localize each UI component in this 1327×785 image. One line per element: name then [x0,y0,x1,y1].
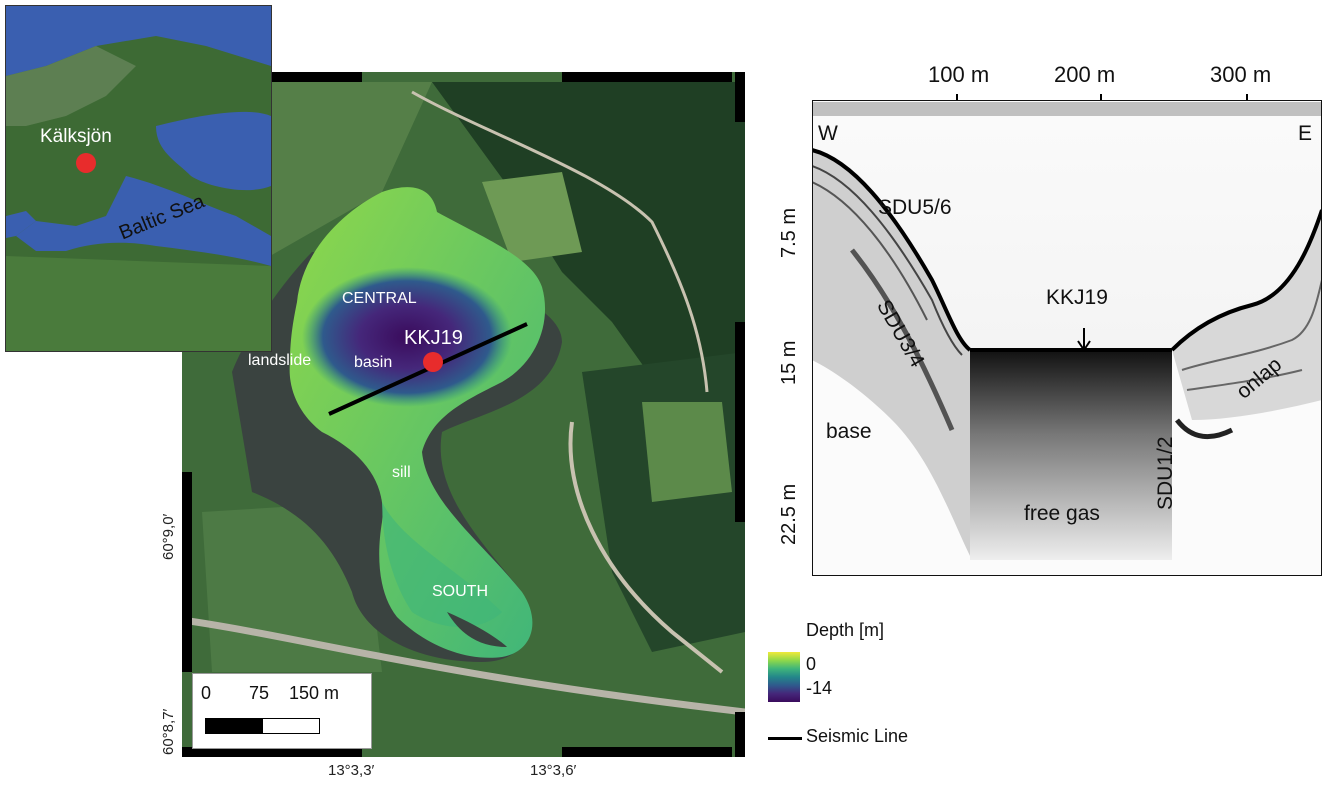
seismic-top-tick-200: 200 m [1054,62,1116,87]
map-panel: CENTRAL basin landslide KKJ19 sill SOUTH… [182,72,745,757]
seismic-east-label: E [1298,122,1313,145]
label-core: KKJ19 [404,327,463,349]
scale-tick-0: 0 [201,683,212,703]
seismic-label-core: KKJ19 [1046,286,1108,309]
legend-max: 0 [806,654,817,674]
scale-tick-150: 150 m [289,683,340,703]
seismic-label-sdu56: SDU5/6 [878,196,952,219]
label-landslide: landslide [248,352,312,369]
seismic-panel: W E SDU5/6 SDU3/4 KKJ19 onlap base SDU1/… [811,100,1324,576]
frame-right-tick-3 [735,712,745,757]
seismic-west-label: W [818,122,838,145]
frame-right-tick-2 [735,322,745,522]
legend-min: -14 [806,678,833,698]
legend-line-label: Seismic Line [806,726,909,746]
seismic-top-tick-300: 300 m [1210,62,1272,87]
label-central: CENTRAL [342,290,417,307]
seismic-label-sdu12: SDU1/2 [1154,436,1177,510]
frame-bottom-tick-2 [562,747,732,757]
seismic-left-tick-15: 15 m [778,340,800,385]
label-south: SOUTH [432,583,488,600]
frame-left-tick-2 [182,472,192,672]
legend-line-swatch [768,737,802,740]
inset-location-label: Kälksjön [40,126,112,147]
seismic-top-tickmark-3 [1246,94,1248,100]
frame-top-tick-1 [182,72,362,82]
scale-bar-white [262,718,320,734]
frame-right-tick-1 [735,72,745,122]
core-marker-icon [423,352,443,372]
frame-bottom-tick-1 [182,747,362,757]
scale-bar: 0 75 150 m [192,673,372,749]
label-basin: basin [354,354,393,371]
inset-map: Kälksjön Baltic Sea [5,5,272,352]
scale-tick-75: 75 [249,683,270,703]
lat-label-1: 60°9,0′ [160,513,177,560]
seismic-top-tickmark-2 [1100,94,1102,100]
lon-label-1: 13°3,3′ [328,762,375,779]
seismic-top-tickmark-1 [956,94,958,100]
label-sill: sill [392,464,411,481]
seismic-left-tick-22-5: 22.5 m [778,483,800,545]
depth-legend: Depth [m] 0 -14 Seismic Line [766,620,966,750]
seismic-top-tick-100: 100 m [928,62,990,87]
seismic-profile [811,100,1324,576]
legend-colorbar [768,652,800,702]
satellite-map [182,72,745,757]
inset-location-marker-icon [76,153,96,173]
frame-top-tick-2 [562,72,732,82]
inset-satellite [6,6,271,351]
lon-label-2: 13°3,6′ [530,762,577,779]
seismic-label-base: base [826,420,872,443]
legend-title: Depth [m] [806,620,885,640]
scale-bar-black [205,718,263,734]
lat-label-2: 60°8,7′ [160,708,177,755]
seismic-label-gas: free gas [1024,502,1100,525]
seismic-left-tick-7-5: 7.5 m [778,207,800,258]
